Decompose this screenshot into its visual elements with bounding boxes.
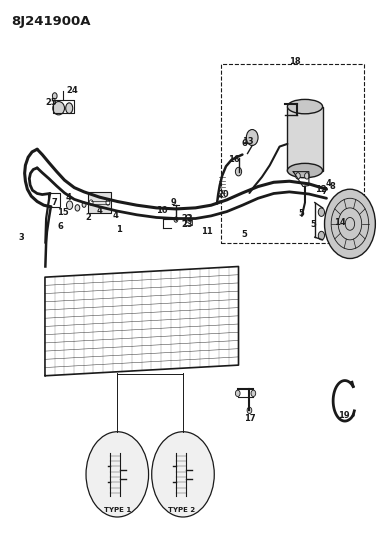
Circle shape [152,432,214,517]
Circle shape [86,432,149,517]
Text: 8: 8 [330,182,335,191]
Circle shape [82,202,86,207]
Text: 16: 16 [228,156,240,164]
Text: 10: 10 [156,206,168,215]
Text: 14: 14 [334,219,346,227]
Text: 4: 4 [97,206,103,215]
Circle shape [305,173,309,179]
Text: 6: 6 [241,140,248,148]
Text: 2: 2 [85,213,91,222]
Circle shape [235,390,240,397]
Text: 13: 13 [242,137,254,146]
Text: 6: 6 [57,222,64,231]
Circle shape [52,93,57,99]
Bar [88,192,111,213]
Circle shape [75,205,80,211]
Text: 17: 17 [244,414,256,423]
Text: 1: 1 [116,225,122,233]
Text: 20: 20 [217,190,229,199]
Ellipse shape [287,99,323,114]
Text: 5: 5 [298,209,304,217]
Text: 5: 5 [310,221,316,229]
Text: 8J241900A: 8J241900A [12,15,91,28]
Text: 7: 7 [52,198,57,207]
Text: 23: 23 [182,221,194,229]
Text: TYPE 1: TYPE 1 [104,507,131,513]
Ellipse shape [53,101,65,115]
Circle shape [235,167,242,176]
Circle shape [318,208,325,216]
Circle shape [246,130,258,146]
Ellipse shape [287,164,323,178]
Text: 15: 15 [57,208,68,216]
Text: 18: 18 [289,57,301,66]
Bar [185,218,192,225]
Bar [287,107,323,171]
Circle shape [106,200,110,205]
Text: 4: 4 [325,180,332,188]
Text: 4: 4 [65,193,72,201]
Circle shape [325,189,375,259]
Text: 4: 4 [112,212,118,220]
Text: 9: 9 [171,198,177,207]
Circle shape [247,407,252,414]
Text: 22: 22 [182,214,194,223]
Text: 3: 3 [19,233,24,241]
Circle shape [251,390,256,397]
Text: 5: 5 [241,230,248,239]
Circle shape [66,201,73,209]
Circle shape [296,173,300,179]
Text: 11: 11 [201,228,213,236]
Text: TYPE 2: TYPE 2 [168,507,196,513]
Text: 19: 19 [338,411,350,420]
Circle shape [318,231,325,240]
Circle shape [89,200,93,205]
Circle shape [174,217,178,222]
Text: 24: 24 [66,86,78,95]
Text: 25: 25 [45,98,57,107]
Text: 7: 7 [322,188,327,196]
Ellipse shape [66,103,73,114]
Text: 12: 12 [315,185,326,193]
